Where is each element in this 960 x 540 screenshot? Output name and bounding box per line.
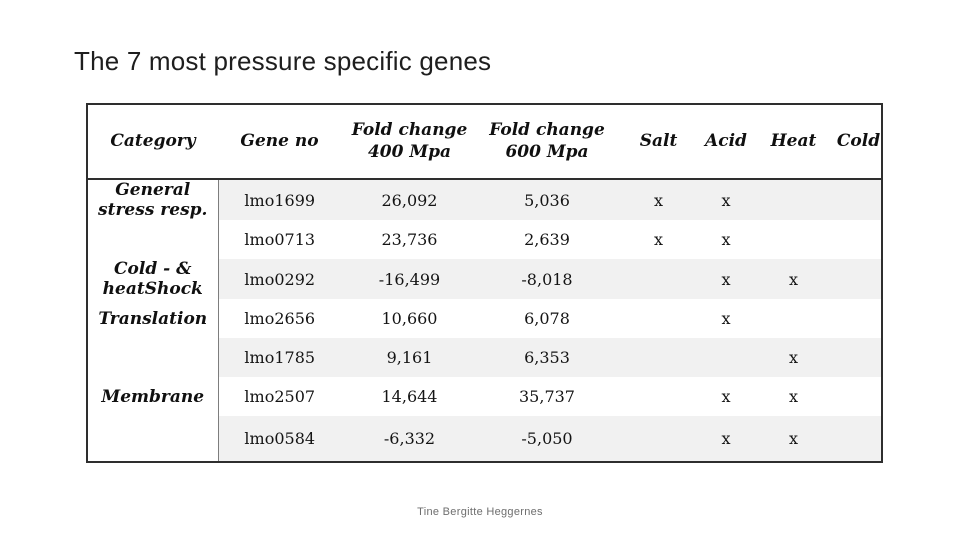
heat-mark-cell [751, 299, 836, 338]
fold-change-400-cell: 23,736 [381, 230, 438, 250]
acid-mark-cell: x [721, 230, 731, 250]
category-cell: General stress resp. [87, 179, 219, 221]
fold-change-400-cell: -16,499 [341, 259, 478, 300]
table-row: General stress resp. lmo1699 26,092 5,03… [87, 179, 882, 221]
heat-mark-cell [751, 220, 836, 259]
category-cell: Membrane [87, 377, 219, 417]
pressure-genes-table: Category Gene no Fold change 400 Mpa Fol… [86, 103, 883, 464]
category-cell [87, 338, 219, 378]
header-cell-fold-change-400: Fold change 400 Mpa [341, 104, 478, 180]
cold-mark-cell [836, 377, 882, 416]
salt-mark-cell [616, 338, 701, 378]
cold-mark-cell [836, 259, 882, 300]
salt-mark-cell: x [616, 179, 701, 221]
heat-mark-cell [751, 179, 836, 221]
acid-mark-cell: x [721, 309, 731, 329]
gene-no-cell: lmo0584 [218, 416, 341, 463]
cold-mark-cell [836, 338, 882, 378]
salt-mark-cell [616, 377, 701, 416]
table-row: lmo0584 -6,332 -5,050 x x [87, 416, 882, 463]
acid-mark-cell [701, 338, 751, 378]
fold-change-400-cell: 9,161 [341, 338, 478, 378]
salt-mark-cell [616, 259, 701, 300]
table-row: lmo0713 23,736 2,639 x x [87, 220, 882, 260]
cold-mark-cell [836, 416, 882, 463]
gene-no-cell: lmo1699 [218, 179, 341, 221]
gene-no-cell: lmo2656 [244, 309, 316, 329]
header-cell-gene-no: Gene no [218, 104, 341, 180]
header-cell-cold: Cold [836, 104, 882, 180]
fold-change-600-cell: -5,050 [478, 416, 616, 463]
slide-title: The 7 most pressure specific genes [74, 46, 492, 76]
footer-author: Tine Bergitte Heggernes [417, 506, 543, 518]
acid-mark-cell: x [701, 179, 751, 221]
gene-no-cell: lmo1785 [218, 338, 341, 378]
salt-mark-cell: x [653, 230, 664, 250]
gene-no-cell: lmo2507 [244, 387, 316, 407]
cold-mark-cell [836, 299, 882, 338]
category-cell: Cold - & heatShock [87, 259, 219, 300]
fold-change-400-cell: 10,660 [381, 309, 438, 329]
header-cell-fold-change-600: Fold change 600 Mpa [478, 104, 616, 180]
heat-mark-cell: x [751, 416, 836, 463]
gene-no-cell: lmo0292 [218, 259, 341, 300]
heat-mark-cell: x [751, 338, 836, 378]
header-cell-category: Category [87, 104, 218, 180]
header-cell-heat: Heat [751, 104, 836, 180]
cold-mark-cell [836, 179, 882, 221]
acid-mark-cell: x [701, 259, 751, 300]
table-header-row: Category Gene no Fold change 400 Mpa Fol… [87, 104, 882, 180]
table-row: lmo1785 9,161 6,353 x [87, 338, 882, 378]
heat-mark-cell: x [751, 259, 836, 300]
fold-change-600-cell: -8,018 [478, 259, 616, 300]
category-cell [87, 416, 219, 463]
header-cell-salt: Salt [616, 104, 701, 180]
category-cell [87, 220, 219, 260]
cold-mark-cell [836, 220, 882, 259]
fold-change-600-cell: 2,639 [524, 230, 570, 250]
acid-mark-cell: x [721, 387, 731, 407]
fold-change-600-cell: 35,737 [519, 387, 575, 407]
category-cell: Translation [87, 299, 219, 339]
fold-change-600-cell: 6,353 [478, 338, 616, 378]
acid-mark-cell: x [701, 416, 751, 463]
table-row: Translation lmo2656 10,660 6,078 x [87, 299, 882, 339]
fold-change-400-cell: 14,644 [381, 387, 438, 407]
gene-no-cell: lmo0713 [244, 230, 316, 250]
salt-mark-cell [616, 416, 701, 463]
table-row: Membrane lmo2507 14,644 35,737 x x [87, 377, 882, 417]
fold-change-400-cell: 26,092 [341, 179, 478, 221]
fold-change-600-cell: 6,078 [524, 309, 570, 329]
fold-change-600-cell: 5,036 [478, 179, 616, 221]
salt-mark-cell [616, 299, 701, 338]
fold-change-400-cell: -6,332 [341, 416, 478, 463]
header-cell-acid: Acid [701, 104, 751, 180]
table-row: Cold - & heatShock lmo0292 -16,499 -8,01… [87, 259, 882, 300]
heat-mark-cell: x [788, 387, 799, 407]
